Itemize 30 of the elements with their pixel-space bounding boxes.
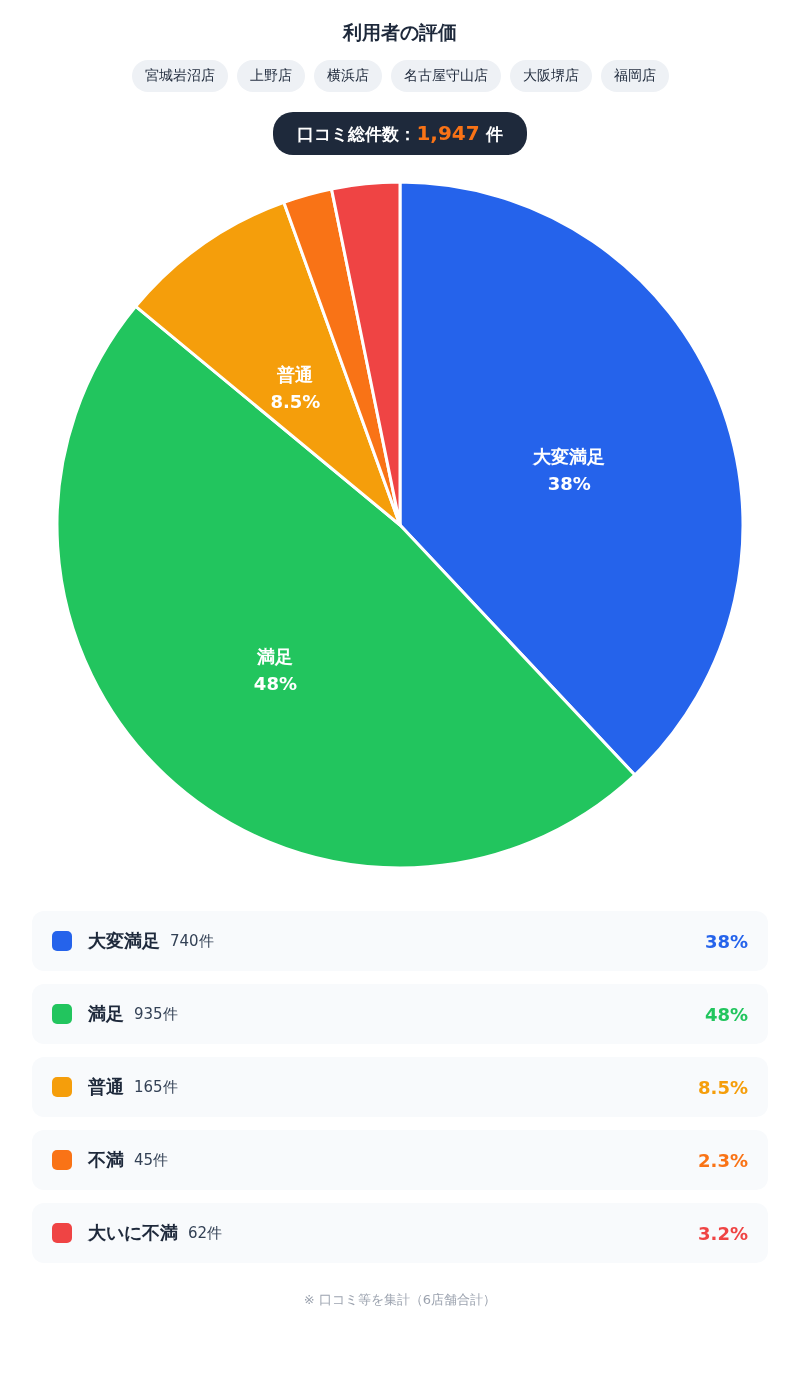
legend-label: 普通 bbox=[88, 1075, 124, 1099]
text: 165件 bbox=[134, 1077, 178, 1097]
text: 48% bbox=[704, 1003, 748, 1025]
text: 口コミ総件数：1,947 件 bbox=[273, 112, 527, 155]
data-label: 3.2% bbox=[698, 1222, 748, 1244]
data-label: 38% bbox=[547, 473, 591, 494]
data-label: 48% bbox=[253, 672, 297, 694]
chart-title: 利用者の評価 bbox=[341, 20, 458, 45]
legend-label: 大変満足 bbox=[88, 929, 160, 953]
text: 45件 bbox=[134, 1150, 169, 1170]
text: 名古屋守山店 bbox=[390, 60, 501, 92]
slice-label: 大変満足 bbox=[532, 446, 606, 467]
text: 8.5% bbox=[698, 1076, 748, 1098]
text: 大阪堺店 bbox=[509, 60, 592, 92]
text: 宮城岩沼店 bbox=[131, 60, 228, 92]
text: 935件 bbox=[134, 1004, 178, 1024]
text: 740件 bbox=[170, 931, 214, 951]
legend-label: 大いに不満 bbox=[88, 1221, 178, 1245]
slice-label: 満足 bbox=[256, 645, 294, 667]
legend-label: 満足 bbox=[88, 1002, 124, 1026]
slice-label: 普通 bbox=[276, 364, 314, 386]
text: 横浜店 bbox=[313, 60, 382, 92]
text: 38% bbox=[704, 930, 748, 952]
text: 上野店 bbox=[236, 60, 305, 92]
data-label: 2.3% bbox=[698, 1149, 748, 1171]
text: ※ 口コミ等を集計（6店舗合計） bbox=[302, 1291, 498, 1309]
text: 福岡店 bbox=[600, 60, 669, 92]
data-label: 8.5% bbox=[270, 391, 321, 413]
legend-label: 不満 bbox=[88, 1148, 124, 1172]
text: 62件 bbox=[188, 1223, 223, 1243]
